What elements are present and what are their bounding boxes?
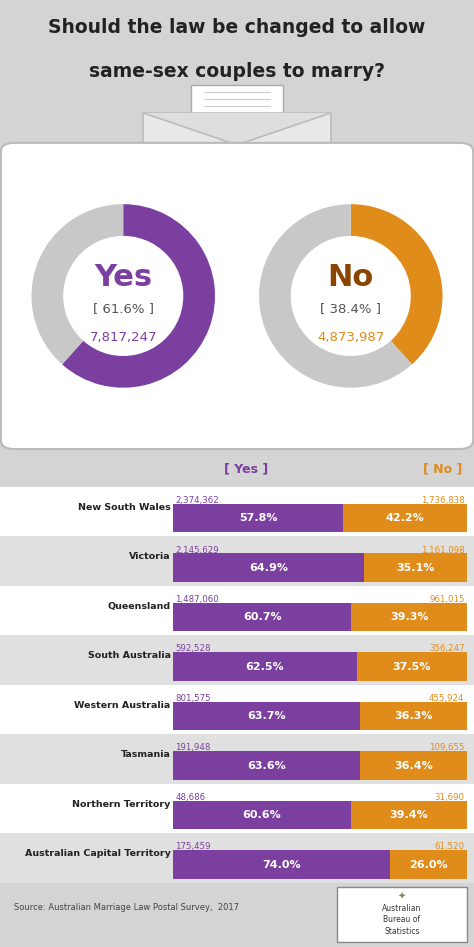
FancyBboxPatch shape: [360, 752, 467, 779]
Wedge shape: [259, 205, 412, 387]
Text: [ Yes ]: [ Yes ]: [224, 462, 269, 475]
FancyBboxPatch shape: [1, 143, 473, 449]
Text: 455,924: 455,924: [429, 694, 465, 703]
FancyBboxPatch shape: [364, 553, 467, 581]
Text: 64.9%: 64.9%: [249, 563, 288, 573]
Text: 592,528: 592,528: [175, 645, 211, 653]
Polygon shape: [212, 153, 262, 170]
Text: 4,873,987: 4,873,987: [317, 331, 384, 344]
FancyBboxPatch shape: [0, 783, 474, 833]
Text: 36.4%: 36.4%: [394, 760, 433, 771]
Text: 48,686: 48,686: [175, 793, 206, 802]
FancyBboxPatch shape: [0, 685, 474, 734]
FancyBboxPatch shape: [351, 801, 467, 830]
Text: 191,948: 191,948: [175, 743, 211, 753]
Text: No: No: [328, 263, 374, 292]
Text: Western Australia: Western Australia: [74, 701, 171, 710]
Text: 7,817,247: 7,817,247: [90, 331, 157, 344]
Text: 60.7%: 60.7%: [243, 612, 282, 622]
Text: Australian
Bureau of
Statistics: Australian Bureau of Statistics: [382, 903, 422, 937]
FancyBboxPatch shape: [0, 487, 474, 536]
FancyBboxPatch shape: [173, 603, 351, 632]
Text: 961,015: 961,015: [429, 595, 465, 604]
FancyBboxPatch shape: [360, 702, 467, 730]
Text: 109,655: 109,655: [429, 743, 465, 753]
Text: same-sex couples to marry?: same-sex couples to marry?: [89, 63, 385, 81]
Text: New South Wales: New South Wales: [78, 503, 171, 512]
FancyBboxPatch shape: [351, 603, 467, 632]
Text: Victoria: Victoria: [129, 552, 171, 562]
FancyBboxPatch shape: [173, 801, 351, 830]
FancyBboxPatch shape: [356, 652, 467, 681]
Text: 37.5%: 37.5%: [392, 662, 431, 671]
Wedge shape: [31, 205, 123, 365]
FancyBboxPatch shape: [173, 752, 360, 779]
Text: 36.3%: 36.3%: [394, 711, 433, 721]
Text: 61,520: 61,520: [434, 843, 465, 851]
Text: 63.6%: 63.6%: [247, 760, 286, 771]
Text: 57.8%: 57.8%: [239, 513, 277, 523]
Text: 26.0%: 26.0%: [410, 860, 448, 869]
Text: 2,145,629: 2,145,629: [175, 545, 219, 555]
Text: 35.1%: 35.1%: [396, 563, 435, 573]
FancyBboxPatch shape: [0, 536, 474, 585]
Text: Yes: Yes: [94, 263, 152, 292]
Text: 63.7%: 63.7%: [247, 711, 286, 721]
FancyBboxPatch shape: [343, 504, 467, 532]
FancyBboxPatch shape: [173, 652, 356, 681]
Text: [ 38.4% ]: [ 38.4% ]: [320, 302, 381, 315]
Text: South Australia: South Australia: [88, 652, 171, 660]
Text: Source: Australian Marriage Law Postal Survey,  2017: Source: Australian Marriage Law Postal S…: [14, 902, 239, 912]
FancyBboxPatch shape: [0, 585, 474, 635]
Text: Queensland: Queensland: [108, 602, 171, 611]
Text: 2,374,362: 2,374,362: [175, 496, 219, 505]
FancyBboxPatch shape: [173, 553, 364, 581]
Text: [ 61.6% ]: [ 61.6% ]: [93, 302, 154, 315]
Text: 39.4%: 39.4%: [390, 810, 428, 820]
Text: 801,575: 801,575: [175, 694, 211, 703]
Text: Northern Territory: Northern Territory: [72, 800, 171, 809]
Text: ✦: ✦: [398, 892, 406, 902]
Text: 175,459: 175,459: [175, 843, 211, 851]
Text: 62.5%: 62.5%: [246, 662, 284, 671]
FancyBboxPatch shape: [173, 850, 391, 879]
Polygon shape: [143, 113, 331, 145]
FancyBboxPatch shape: [0, 833, 474, 883]
Polygon shape: [191, 84, 283, 120]
Text: 42.2%: 42.2%: [385, 513, 424, 523]
FancyBboxPatch shape: [391, 850, 467, 879]
FancyBboxPatch shape: [337, 887, 467, 942]
Text: 356,247: 356,247: [429, 645, 465, 653]
FancyBboxPatch shape: [173, 504, 343, 532]
Polygon shape: [143, 113, 331, 155]
Text: Should the law be changed to allow: Should the law be changed to allow: [48, 18, 426, 37]
Text: Tasmania: Tasmania: [121, 750, 171, 759]
Text: [ No ]: [ No ]: [423, 462, 462, 475]
Text: 1,736,838: 1,736,838: [421, 496, 465, 505]
Wedge shape: [62, 205, 215, 387]
Text: 1,161,098: 1,161,098: [421, 545, 465, 555]
FancyBboxPatch shape: [0, 734, 474, 783]
FancyBboxPatch shape: [0, 635, 474, 685]
Text: 60.6%: 60.6%: [243, 810, 282, 820]
Wedge shape: [351, 205, 443, 365]
Text: 39.3%: 39.3%: [390, 612, 428, 622]
Text: 74.0%: 74.0%: [263, 860, 301, 869]
Text: Australian Capital Territory: Australian Capital Territory: [25, 849, 171, 858]
Text: 1,487,060: 1,487,060: [175, 595, 219, 604]
Text: 31,690: 31,690: [435, 793, 465, 802]
FancyBboxPatch shape: [173, 702, 360, 730]
